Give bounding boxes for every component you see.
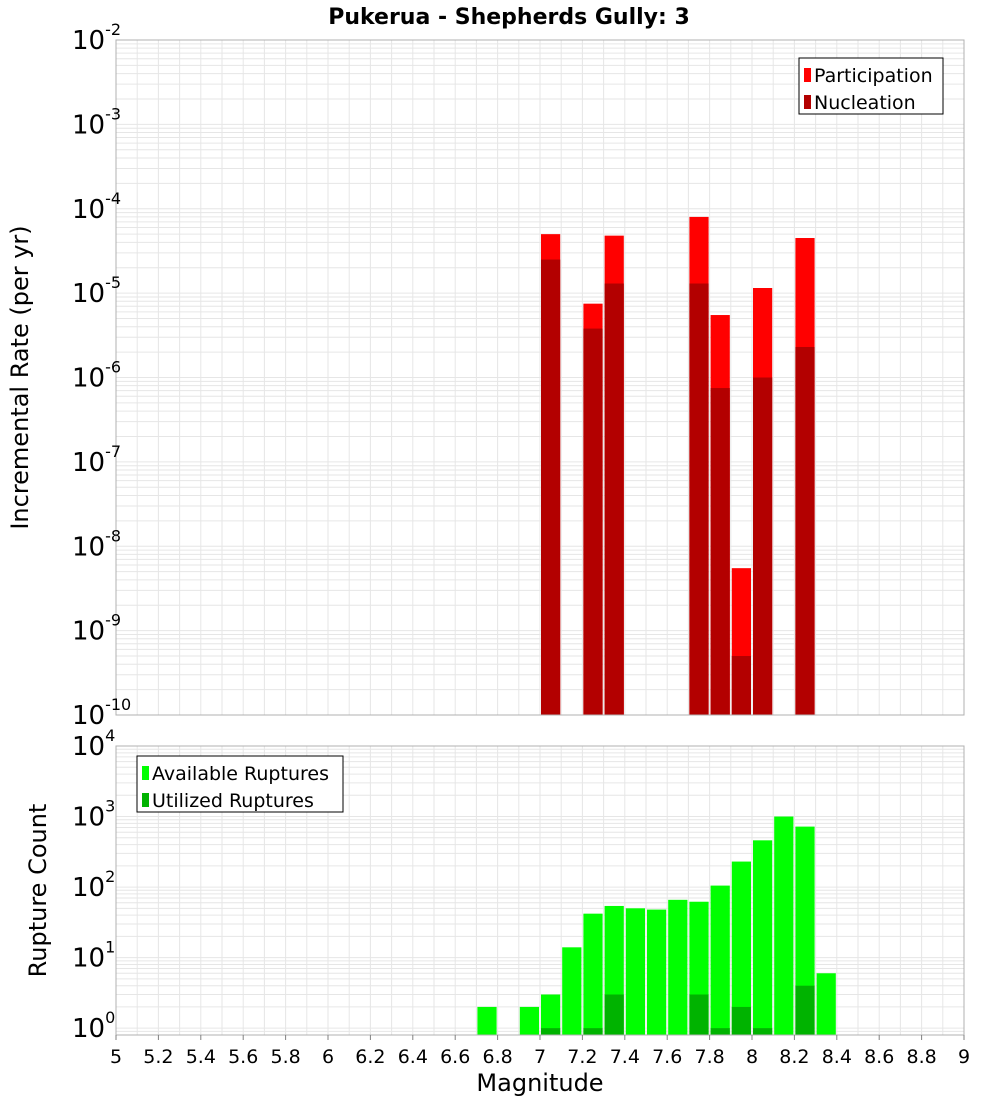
bar-available-ruptures — [668, 899, 688, 1035]
y-tick-label: 104 — [72, 726, 115, 762]
bar-available-ruptures — [774, 816, 794, 1035]
bar-available-ruptures — [519, 1006, 539, 1035]
bar-nucleation — [731, 656, 751, 715]
x-tick-label: 7.4 — [610, 1046, 640, 1068]
bar-available-ruptures — [731, 861, 751, 1035]
x-tick-label: 5.4 — [186, 1046, 216, 1068]
legend-label: Participation — [814, 65, 933, 87]
y-tick-label: 10-7 — [72, 442, 121, 478]
bar-nucleation — [753, 377, 773, 715]
bar-nucleation — [541, 259, 561, 715]
x-tick-label: 8.4 — [822, 1046, 852, 1068]
bar-available-ruptures — [625, 908, 645, 1035]
x-tick-label: 5 — [110, 1046, 122, 1068]
x-tick-label: 5.2 — [143, 1046, 173, 1068]
x-tick-label: 6.8 — [482, 1046, 512, 1068]
y-tick-label: 10-2 — [72, 20, 121, 56]
y-axis-title-rates: Incremental Rate (per yr) — [6, 225, 34, 529]
bar-nucleation — [689, 283, 709, 715]
bar-nucleation — [710, 388, 730, 715]
legend-box-rates — [798, 57, 944, 115]
x-tick-label: 8 — [746, 1046, 758, 1068]
bar-utilized-ruptures — [604, 994, 624, 1035]
legend-label: Utilized Ruptures — [152, 790, 314, 812]
bar-available-ruptures — [795, 826, 815, 1035]
x-axis-title: Magnitude — [476, 1069, 603, 1097]
x-tick-label: 6.2 — [355, 1046, 385, 1068]
bar-utilized-ruptures — [541, 1028, 561, 1035]
bar-available-ruptures — [647, 909, 667, 1035]
x-tick-label: 7.6 — [652, 1046, 682, 1068]
y-tick-label: 100 — [72, 1008, 115, 1044]
bar-nucleation — [795, 346, 815, 715]
bar-utilized-ruptures — [795, 985, 815, 1035]
bar-nucleation — [604, 283, 624, 715]
y-tick-label: 10-3 — [72, 104, 121, 140]
bar-available-ruptures — [816, 973, 836, 1035]
bar-utilized-ruptures — [689, 994, 709, 1035]
y-tick-label: 10-4 — [72, 189, 121, 225]
x-tick-label: 7.8 — [694, 1046, 724, 1068]
y-tick-label: 10-8 — [72, 526, 121, 562]
x-tick-label: 7.2 — [567, 1046, 597, 1068]
bar-utilized-ruptures — [583, 1028, 603, 1035]
bar-available-ruptures — [541, 994, 561, 1035]
chart-title: Pukerua - Shepherds Gully: 3 — [328, 5, 690, 30]
legend-label: Nucleation — [814, 92, 916, 114]
legend-box-counts — [136, 755, 344, 813]
x-tick-label: 6.6 — [440, 1046, 470, 1068]
bar-available-ruptures — [583, 913, 603, 1035]
legend-swatch — [804, 68, 811, 82]
bar-available-ruptures — [753, 840, 773, 1035]
legend-swatch — [142, 766, 149, 780]
legend-swatch — [804, 95, 811, 109]
bar-available-ruptures — [710, 885, 730, 1035]
y-tick-label: 10-10 — [72, 695, 131, 731]
bar-utilized-ruptures — [710, 1028, 730, 1035]
bar-utilized-ruptures — [753, 1028, 773, 1035]
legend-swatch — [142, 793, 149, 807]
bar-utilized-ruptures — [731, 1006, 751, 1035]
y-tick-label: 10-9 — [72, 611, 121, 647]
bar-available-ruptures — [477, 1006, 497, 1035]
x-tick-label: 6 — [322, 1046, 334, 1068]
x-tick-label: 5.8 — [270, 1046, 300, 1068]
y-axis-title-counts: Rupture Count — [24, 804, 52, 978]
bar-nucleation — [583, 328, 603, 715]
x-tick-label: 9 — [958, 1046, 970, 1068]
plot-frame-rates — [115, 39, 965, 716]
legend-label: Available Ruptures — [152, 763, 329, 785]
y-tick-label: 102 — [72, 867, 115, 903]
x-tick-label: 6.4 — [398, 1046, 428, 1068]
y-tick-label: 10-6 — [72, 358, 121, 394]
x-tick-label: 5.6 — [228, 1046, 258, 1068]
y-tick-label: 10-5 — [72, 273, 121, 309]
x-tick-label: 8.2 — [779, 1046, 809, 1068]
bar-available-ruptures — [562, 947, 582, 1035]
y-tick-label: 101 — [72, 938, 115, 974]
x-tick-label: 8.6 — [864, 1046, 894, 1068]
y-tick-label: 103 — [72, 797, 115, 833]
x-tick-label: 7 — [534, 1046, 546, 1068]
x-tick-label: 8.8 — [906, 1046, 936, 1068]
